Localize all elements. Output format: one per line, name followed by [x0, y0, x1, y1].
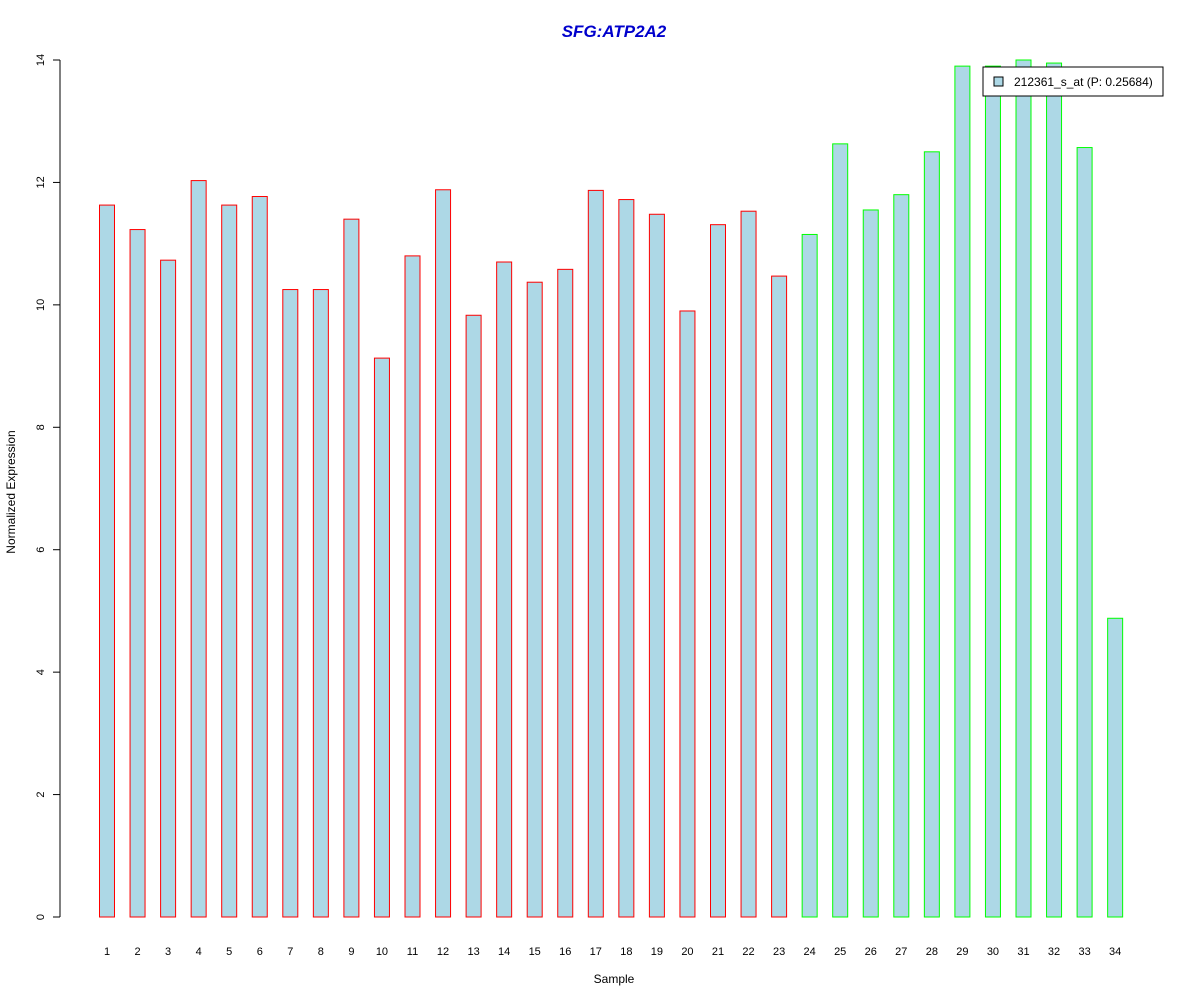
bar-sample-17: [587, 189, 604, 918]
x-tick-label: 17: [590, 946, 602, 958]
bar-sample-29: [954, 65, 971, 918]
y-tick-label: 14: [35, 54, 47, 66]
bar-sample-32: [1046, 62, 1063, 918]
bar-sample-6: [251, 196, 268, 918]
bar-sample-25: [832, 143, 849, 918]
bar-sample-1: [99, 204, 115, 918]
bar-sample-7: [282, 289, 299, 918]
x-tick-label: 10: [376, 946, 388, 958]
bar-sample-2: [129, 229, 146, 918]
y-tick-label: 6: [35, 547, 47, 553]
y-axis: 0 2 4 6 8 10 12 14: [35, 54, 61, 920]
x-tick-label: 20: [681, 946, 693, 958]
legend-label: 212361_s_at (P: 0.25684): [1014, 75, 1153, 89]
x-tick-label: 32: [1048, 946, 1060, 958]
x-tick-label: 31: [1017, 946, 1029, 958]
x-tick-label: 21: [712, 946, 724, 958]
bar-sample-12: [435, 189, 452, 918]
x-tick-label: 7: [287, 946, 293, 958]
x-tick-label: 11: [407, 946, 418, 958]
bar-sample-30: [984, 65, 1001, 918]
x-tick-label: 24: [804, 946, 816, 958]
bar-sample-26: [862, 209, 879, 918]
y-tick-label: 10: [35, 299, 47, 311]
bar-sample-33: [1076, 147, 1093, 918]
x-tick-label: 18: [620, 946, 632, 958]
bar-sample-10: [373, 357, 390, 918]
bar-sample-8: [312, 289, 329, 918]
chart-title: SFG:ATP2A2: [562, 22, 667, 41]
x-tick-label: 33: [1078, 946, 1090, 958]
x-tick-label: 5: [226, 946, 232, 958]
x-tick-label: 14: [498, 946, 510, 958]
bar-sample-24: [801, 233, 818, 918]
y-axis-label: Normalized Expression: [4, 430, 18, 553]
x-tick-label: 12: [437, 946, 449, 958]
x-tick-label: 2: [134, 946, 140, 958]
legend-box: [982, 66, 1164, 97]
bar-sample-20: [679, 310, 696, 918]
bar-sample-22: [740, 210, 757, 918]
bar-sample-21: [710, 224, 726, 918]
bar-sample-13: [465, 314, 482, 918]
x-tick-label: 27: [895, 946, 907, 958]
bar-sample-34: [1107, 617, 1124, 918]
bar-sample-28: [923, 151, 940, 918]
x-tick-label: 22: [742, 946, 754, 958]
bars-group: [99, 59, 1124, 918]
x-tick-label: 1: [104, 946, 110, 958]
x-tick-label: 29: [956, 946, 968, 958]
bar-sample-3: [160, 259, 177, 918]
y-tick-label: 0: [35, 914, 47, 920]
x-tick-label: 16: [559, 946, 571, 958]
x-tick-label: 3: [165, 946, 171, 958]
x-tick-label: 8: [318, 946, 324, 958]
y-tick-label: 4: [35, 669, 47, 675]
legend: 212361_s_at (P: 0.25684): [982, 66, 1164, 97]
x-axis-label: Sample: [594, 972, 635, 986]
x-tick-label: 25: [834, 946, 846, 958]
bar-sample-27: [893, 194, 910, 918]
bar-sample-5: [221, 204, 238, 918]
x-tick-label: 9: [348, 946, 354, 958]
y-tick-label: 8: [35, 424, 47, 430]
x-tick-label: 28: [926, 946, 938, 958]
bar-sample-16: [557, 268, 574, 918]
y-tick-label: 12: [35, 176, 47, 188]
bar-sample-14: [496, 261, 513, 918]
x-tick-label: 6: [257, 946, 263, 958]
y-tick-label: 2: [35, 792, 47, 798]
bar-sample-15: [526, 281, 543, 918]
x-tick-label: 4: [196, 946, 202, 958]
x-tick-label: 13: [467, 946, 479, 958]
bar-sample-11: [404, 255, 421, 918]
bar-sample-19: [648, 213, 665, 918]
legend-swatch: [993, 76, 1004, 87]
bar-sample-4: [190, 180, 207, 918]
bar-sample-18: [618, 199, 635, 918]
x-tick-label: 19: [651, 946, 663, 958]
x-tick-label: 30: [987, 946, 999, 958]
x-tick-label: 23: [773, 946, 785, 958]
x-tick-label: 26: [865, 946, 877, 958]
x-tick-labels: 1 2 3 4 5 6 7 8 9 10 11 12 13 14 15 16 17 18 19 20 21 22 23 24 2…: [104, 946, 1121, 958]
bar-sample-23: [771, 275, 788, 918]
x-tick-label: 34: [1109, 946, 1121, 958]
bar-sample-9: [343, 218, 360, 918]
bar-sample-31: [1015, 59, 1032, 918]
x-tick-label: 15: [529, 946, 541, 958]
